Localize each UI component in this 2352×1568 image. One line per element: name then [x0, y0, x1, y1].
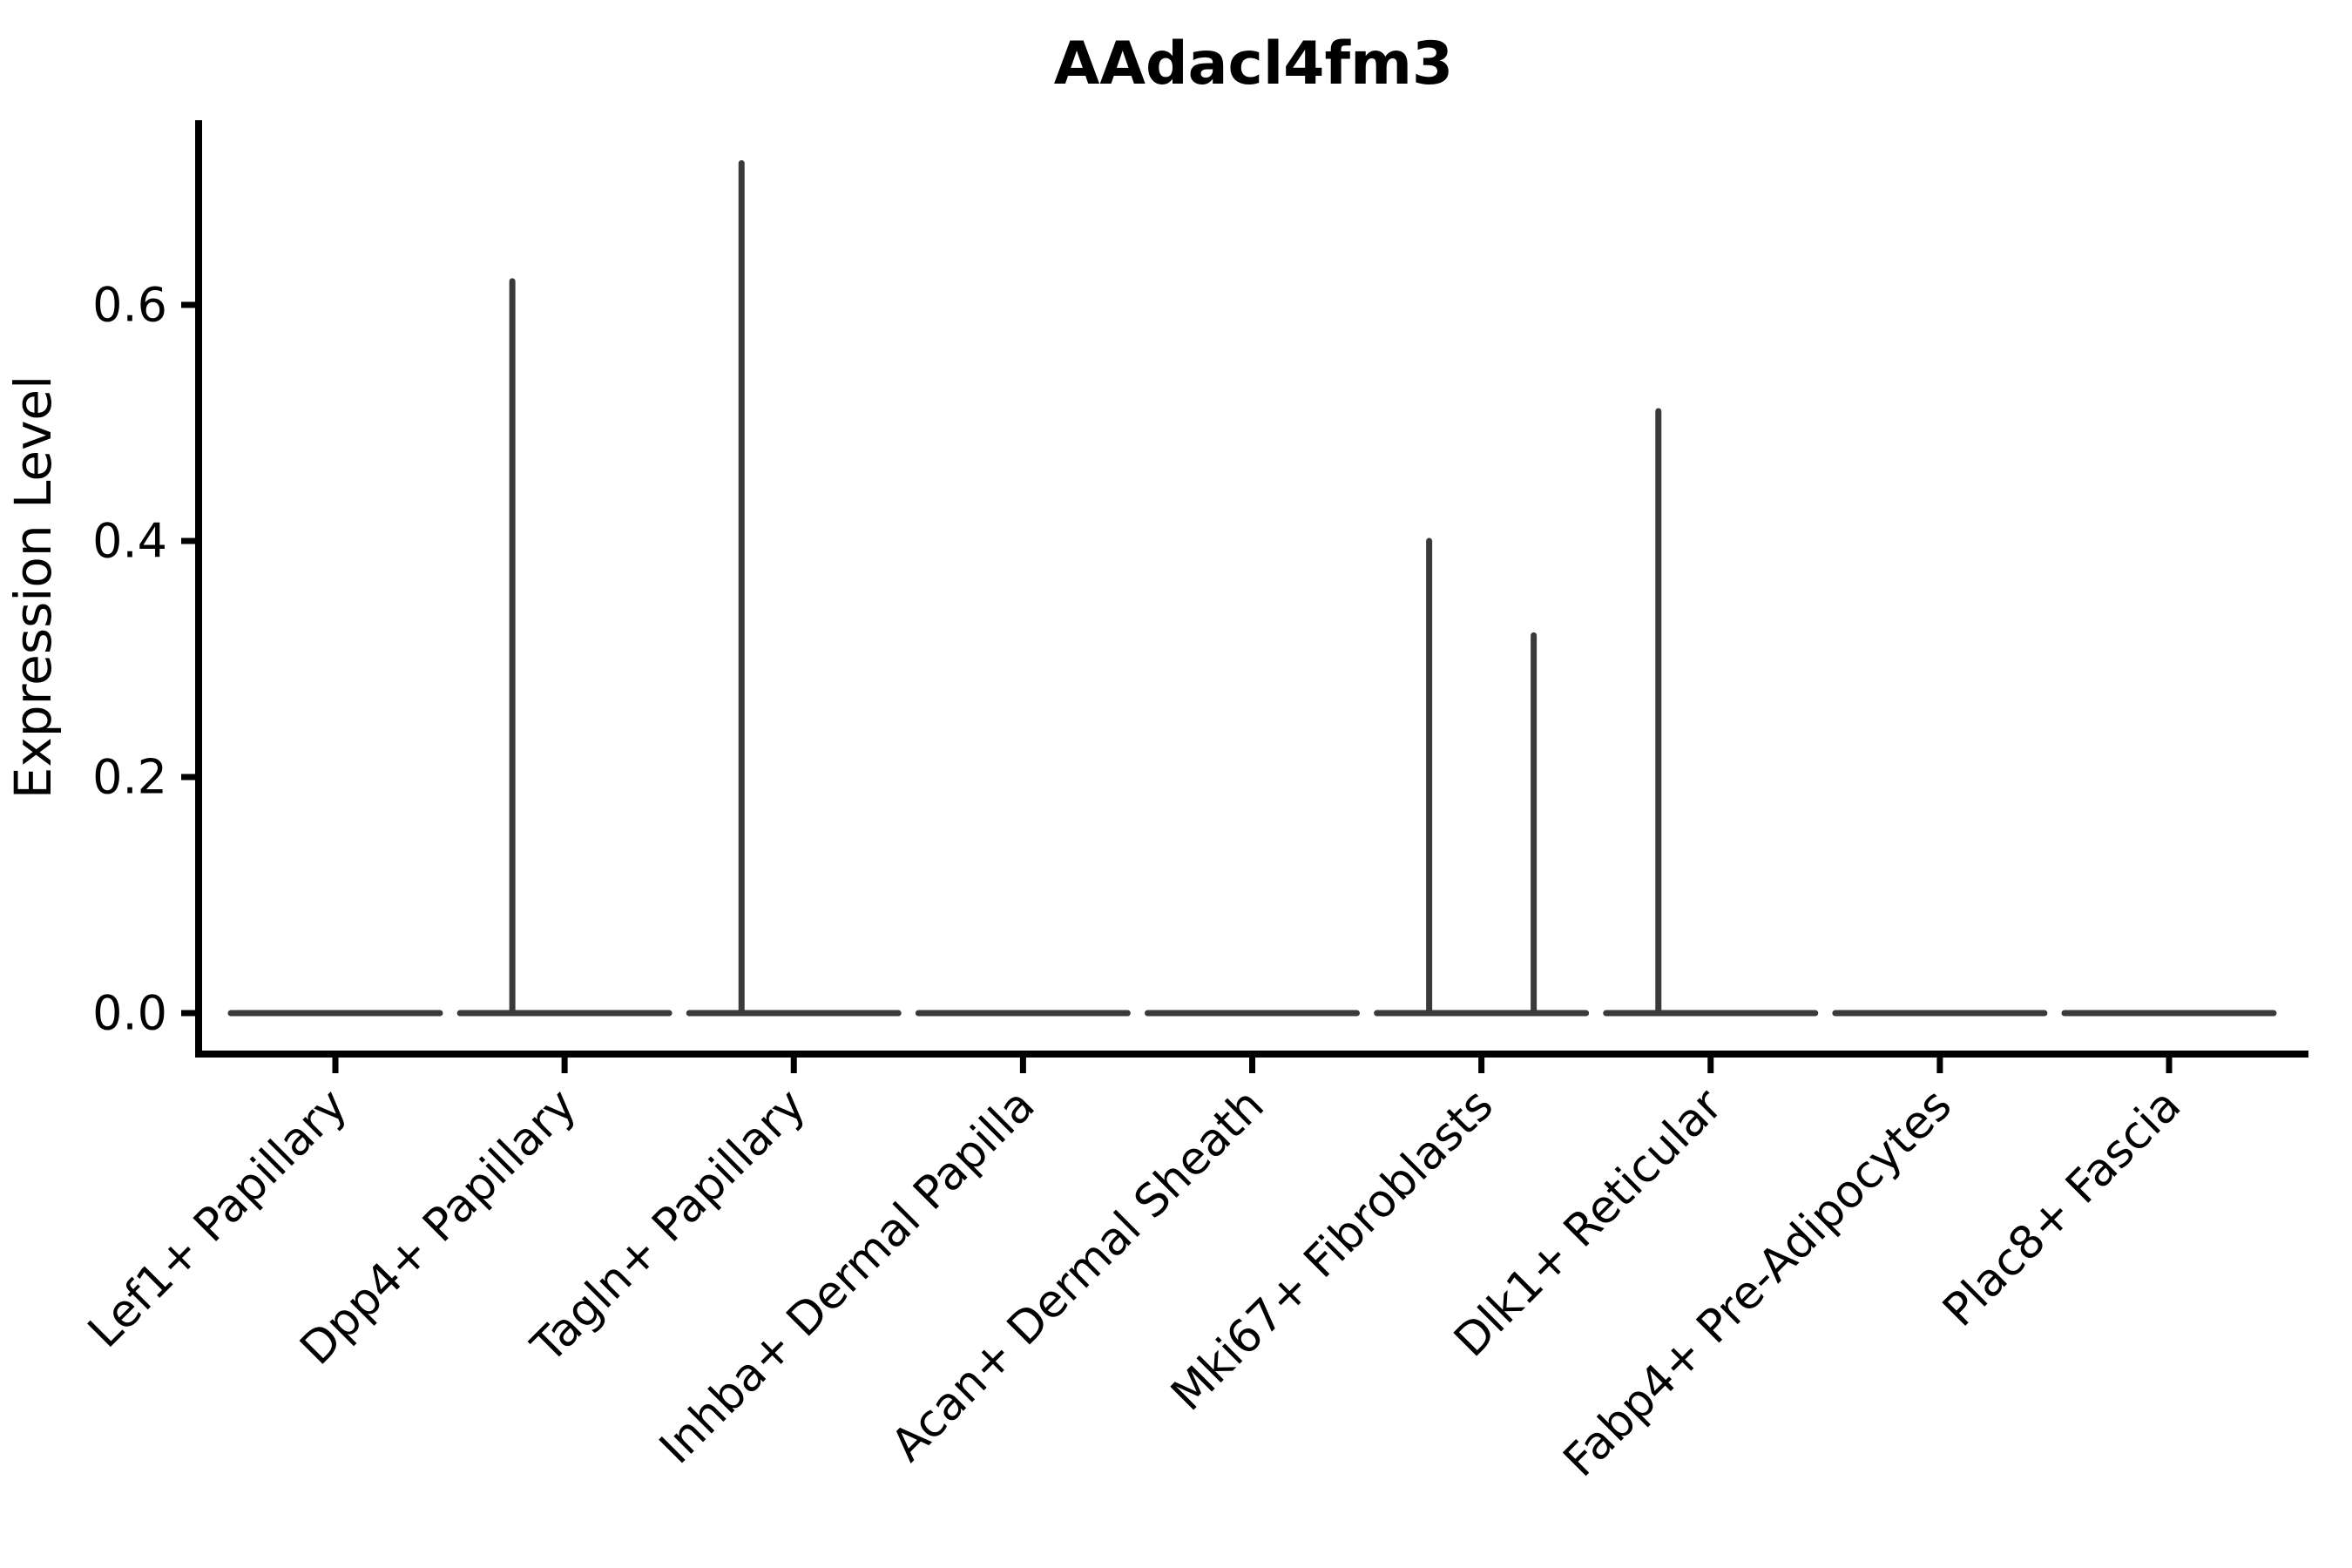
y-tick-label: 0.6: [92, 278, 167, 333]
violin: [1374, 537, 1590, 1017]
violin: [686, 159, 902, 1017]
violin: [1603, 408, 1819, 1017]
y-tick-label: 0.2: [92, 750, 167, 805]
y-tick-label: 0.0: [92, 986, 167, 1041]
y-axis-ticks: 0.0 0.2 0.4 0.6: [92, 278, 199, 1041]
y-tick-label: 0.4: [92, 514, 167, 569]
x-tick-label: Acan+ Dermal Sheath: [882, 1079, 1274, 1472]
x-tick-label: Fabp4+ Pre-Adipocytes: [1554, 1079, 1962, 1487]
y-axis-label: Expression Level: [3, 375, 63, 799]
violin: [456, 278, 672, 1017]
chart-title: AAdacl4fm3: [1054, 30, 1454, 98]
x-tick-label: Plac8+ Fascia: [1933, 1079, 2191, 1337]
violin-series: [227, 159, 2277, 1017]
x-tick-label: Inhba+ Dermal Papilla: [650, 1079, 1044, 1474]
